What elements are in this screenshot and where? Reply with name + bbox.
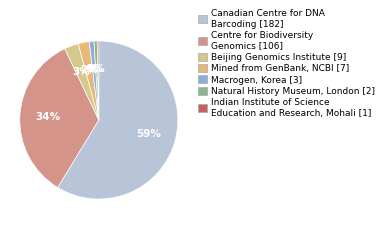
Text: 2%: 2% bbox=[80, 65, 98, 75]
Wedge shape bbox=[78, 42, 99, 120]
Legend: Canadian Centre for DNA
Barcoding [182], Centre for Biodiversity
Genomics [106],: Canadian Centre for DNA Barcoding [182],… bbox=[198, 9, 375, 118]
Wedge shape bbox=[94, 41, 99, 120]
Text: 0%: 0% bbox=[88, 64, 106, 74]
Text: 34%: 34% bbox=[35, 112, 60, 122]
Wedge shape bbox=[89, 41, 99, 120]
Wedge shape bbox=[20, 49, 99, 187]
Text: 3%: 3% bbox=[72, 67, 90, 77]
Wedge shape bbox=[58, 41, 178, 199]
Wedge shape bbox=[97, 41, 99, 120]
Text: 59%: 59% bbox=[136, 129, 161, 139]
Wedge shape bbox=[65, 44, 99, 120]
Text: 0%: 0% bbox=[85, 64, 103, 74]
